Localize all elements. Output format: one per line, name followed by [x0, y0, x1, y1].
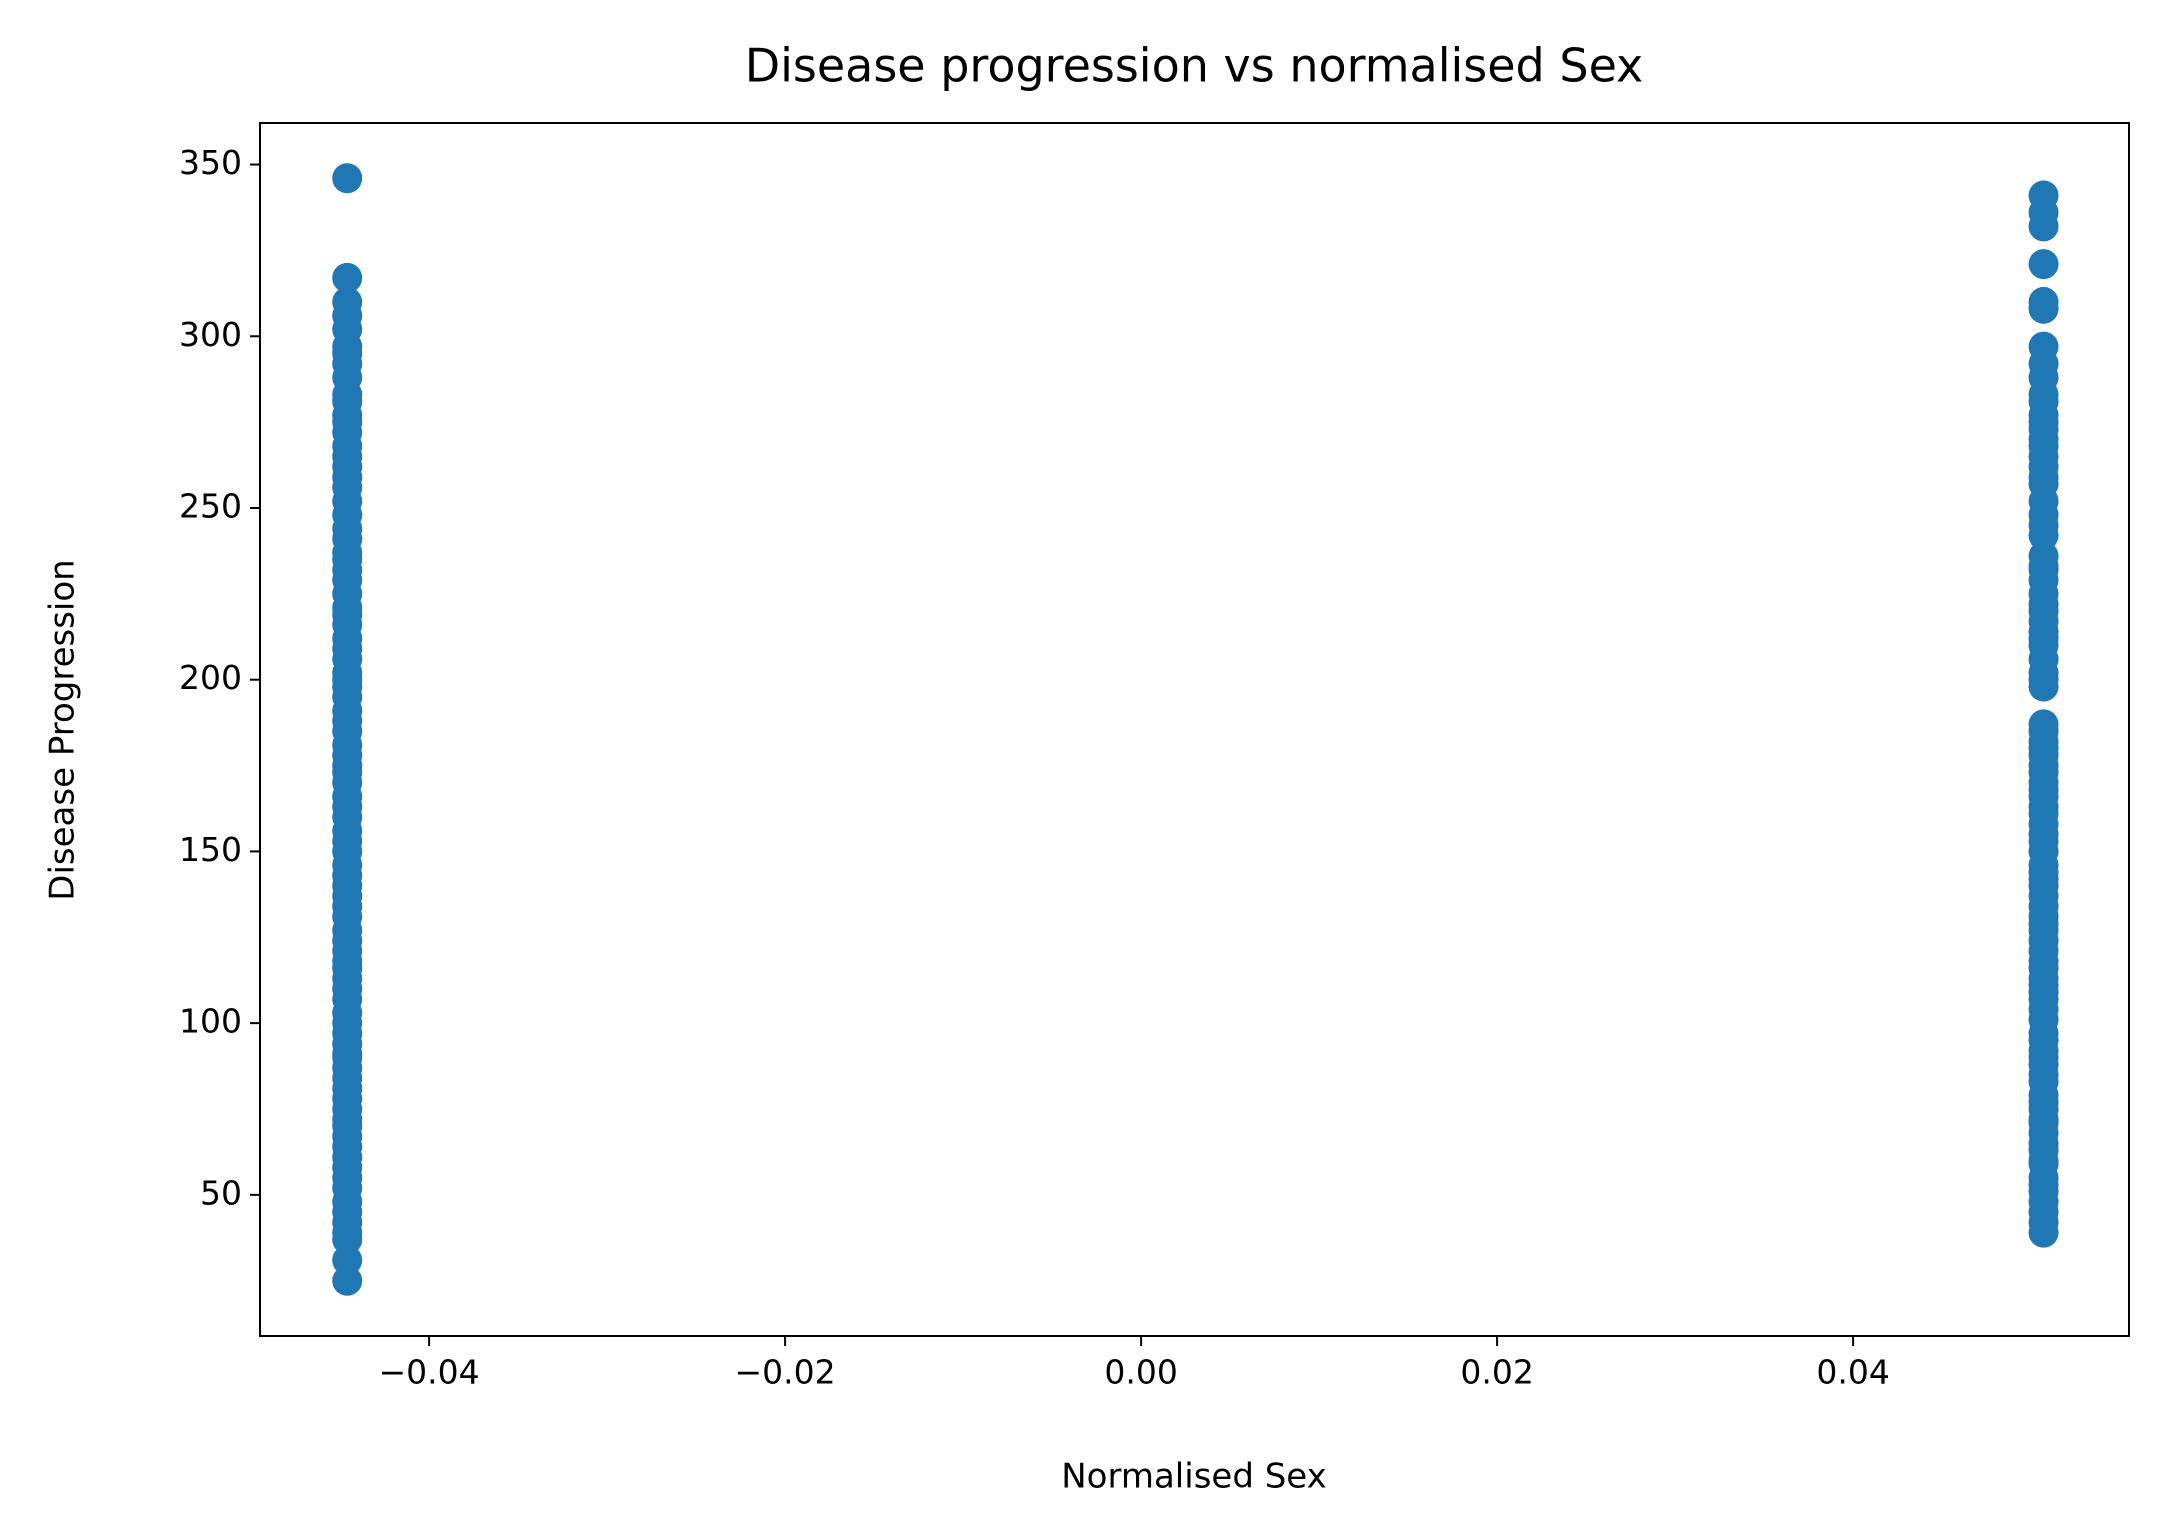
point [2028, 180, 2059, 211]
point [2028, 286, 2059, 317]
x-tick-label: 0.04 [1816, 1353, 1889, 1392]
x-tick-label: 0.02 [1460, 1353, 1533, 1392]
x-tick-label: −0.02 [735, 1353, 836, 1392]
y-tick-label: 200 [179, 658, 242, 697]
point [332, 286, 363, 317]
chart-title: Disease progression vs normalised Sex [745, 39, 1644, 93]
point [332, 262, 363, 293]
y-tick-label: 300 [179, 315, 242, 354]
y-tick-label: 250 [179, 486, 242, 525]
point [332, 1265, 363, 1296]
x-axis-label: Normalised Sex [1061, 1457, 1327, 1497]
y-tick-label: 50 [200, 1173, 242, 1212]
point [332, 1245, 363, 1276]
point [2028, 331, 2059, 362]
point [332, 163, 363, 194]
point [2028, 541, 2059, 572]
point [2028, 249, 2059, 280]
x-tick-label: −0.04 [379, 1353, 480, 1392]
y-axis-label: Disease Progression [43, 559, 83, 900]
y-tick-label: 350 [179, 143, 242, 182]
y-tick-label: 100 [179, 1002, 242, 1041]
plot-frame [259, 122, 2130, 1337]
x-tick-label: 0.00 [1104, 1353, 1177, 1392]
y-tick-label: 150 [179, 830, 242, 869]
point [2028, 709, 2059, 740]
